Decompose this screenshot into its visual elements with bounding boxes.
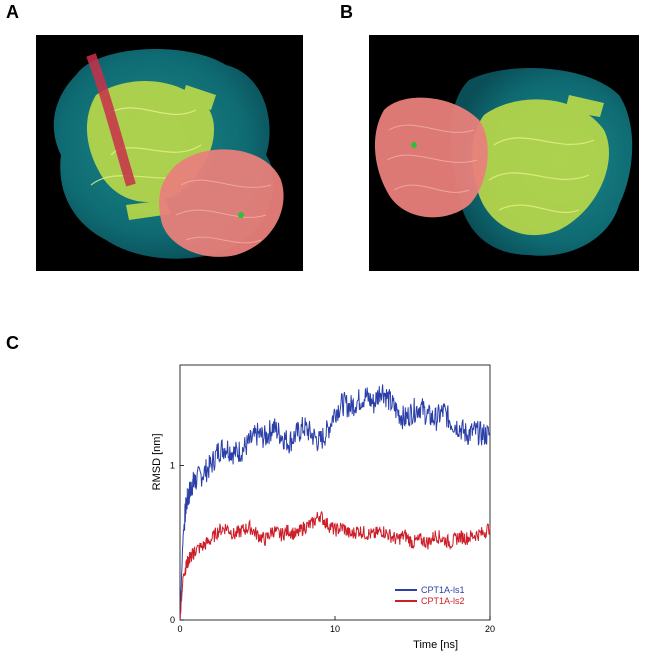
y-axis-label: RMSD [nm] [151, 433, 163, 490]
panel-label-a: A [6, 2, 19, 22]
x-ticks: 0 10 20 [177, 616, 495, 634]
rmsd-chart: 01 0 10 20 RMSD [nm] Time [ns] CPT1A-ls1CP… [151, 364, 495, 651]
panel-label-b: B [340, 2, 353, 22]
x-axis-label: Time [ns] [413, 639, 458, 651]
legend-label-1: CPT1A-ls1 [421, 585, 465, 595]
y-ticks: 01 [170, 460, 184, 625]
protein-structure-b-graphic [374, 68, 633, 256]
series-layer [179, 384, 491, 621]
plot-frame [179, 364, 491, 621]
panel-label-c: C [6, 333, 19, 353]
series-line-1 [179, 384, 491, 621]
x-tick-label: 20 [485, 624, 495, 634]
y-tick-label: 1 [170, 460, 175, 470]
panel-a-molecular-image [36, 35, 303, 271]
x-tick-label: 0 [177, 624, 182, 634]
series-line-2 [179, 510, 491, 620]
panel-b-molecular-image [369, 35, 639, 271]
legend-label-2: CPT1A-ls2 [421, 596, 465, 606]
x-tick-label: 10 [330, 624, 340, 634]
protein-structure-a-graphic [53, 48, 284, 259]
y-tick-label: 0 [170, 615, 175, 625]
